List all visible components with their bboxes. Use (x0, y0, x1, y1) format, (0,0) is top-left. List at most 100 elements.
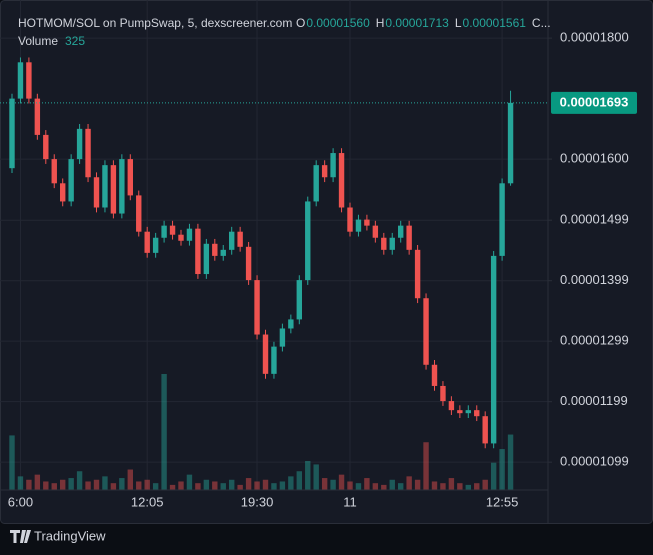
volume-bar (161, 374, 167, 490)
candle-body (271, 346, 277, 374)
candle-body (372, 225, 379, 238)
candle-body (110, 165, 117, 214)
legend-label: L (455, 16, 462, 30)
candle-body (313, 165, 319, 202)
volume-bar (237, 484, 243, 490)
candle-body (169, 225, 176, 235)
candle-body (355, 219, 362, 232)
candle-body (26, 62, 32, 99)
candle-body (381, 237, 387, 250)
candle-body (245, 246, 252, 281)
volume-bar (212, 481, 218, 490)
candle-body (76, 128, 83, 160)
y-tick-label: 0.00001399 (560, 272, 629, 287)
y-tick-label: 0.00001600 (560, 151, 629, 166)
legend-label: C... (532, 16, 551, 30)
volume-bar (136, 481, 142, 490)
grid (0, 0, 548, 490)
volume-bar (321, 478, 328, 490)
candle-body (448, 401, 455, 411)
candle-body (482, 416, 488, 444)
volume-bar (68, 478, 74, 490)
y-tick-label: 0.00001800 (560, 30, 629, 45)
x-tick-label: 6:00 (8, 494, 33, 509)
volume-bar (152, 483, 159, 490)
legend-label: O (296, 16, 305, 30)
volume-bar (110, 483, 117, 490)
volume-bar (85, 481, 91, 490)
candle-body (457, 410, 463, 414)
candle-body (440, 385, 446, 402)
candle-body (330, 153, 336, 178)
volume-bar (364, 478, 370, 490)
candle-body (51, 159, 57, 184)
volume-bar (474, 483, 480, 490)
volume-bar (490, 462, 497, 490)
volume-bar (499, 449, 505, 490)
candle-body (93, 177, 100, 208)
legend-value: 0.00001560 (306, 16, 370, 30)
volume-bar (245, 478, 252, 490)
candle-body (296, 280, 302, 320)
volume-bar (203, 479, 210, 490)
volume-bar (465, 484, 471, 490)
volume-bar (288, 476, 294, 490)
volume-layer (9, 374, 514, 490)
volume-bar (119, 478, 125, 490)
volume-bar (254, 481, 260, 490)
volume-bar (406, 476, 412, 490)
candle-body (203, 243, 210, 275)
volume-bar (398, 483, 404, 490)
volume-bar (347, 481, 353, 490)
volume-bar (448, 478, 455, 490)
candle-body (60, 183, 66, 202)
candle-body (364, 219, 370, 226)
volume-bar (355, 483, 362, 490)
volume-bar (229, 479, 235, 490)
x-tick-label: 11 (343, 494, 357, 509)
volume-title: Volume (18, 34, 58, 48)
legend-label: H (376, 16, 385, 30)
candle-body (34, 98, 41, 135)
volume-bar (60, 479, 66, 490)
brand-name: TradingView (34, 528, 106, 543)
y-tick-label: 0.00001499 (560, 212, 629, 227)
volume-value: 325 (65, 34, 85, 48)
candle-body (195, 228, 201, 275)
volume-bar (93, 479, 100, 490)
legend: HOTMOM/SOL on PumpSwap, 5, dexscreener.c… (18, 16, 551, 48)
x-tick-label: 19:30 (241, 494, 274, 509)
candle-body (136, 195, 142, 232)
candle-body (398, 225, 404, 238)
candle-body (119, 159, 125, 214)
axes: 0.00001099 0.00001199 0.00001299 0.00001399… (0, 30, 637, 509)
volume-bar (389, 479, 395, 490)
volume-bar (482, 479, 488, 490)
volume-bar (17, 476, 24, 490)
candle-body (144, 231, 150, 253)
last-price-label: 0.00001693 (560, 94, 629, 109)
volume-bar (381, 484, 387, 490)
brand: TradingView (10, 528, 106, 543)
volume-bar (26, 479, 32, 490)
volume-bar (178, 481, 184, 490)
candle-body (389, 237, 395, 250)
x-tick-label: 12:05 (131, 494, 164, 509)
candle-body (85, 128, 91, 178)
volume-bar (507, 434, 514, 490)
candle-body (212, 243, 218, 256)
candle-body (507, 102, 514, 184)
candle-body (9, 98, 15, 169)
candle-body (220, 249, 226, 256)
candle-layer (9, 57, 514, 449)
candle-body (490, 255, 497, 444)
volume-bar (457, 483, 463, 490)
candle-body (262, 334, 269, 374)
volume-bar (34, 474, 41, 490)
volume-bar (414, 479, 421, 490)
volume-bar (102, 476, 108, 490)
chart-title: HOTMOM/SOL on PumpSwap, 5, dexscreener.c… (18, 16, 292, 30)
volume-bar (423, 442, 429, 490)
volume-bar (338, 474, 345, 490)
